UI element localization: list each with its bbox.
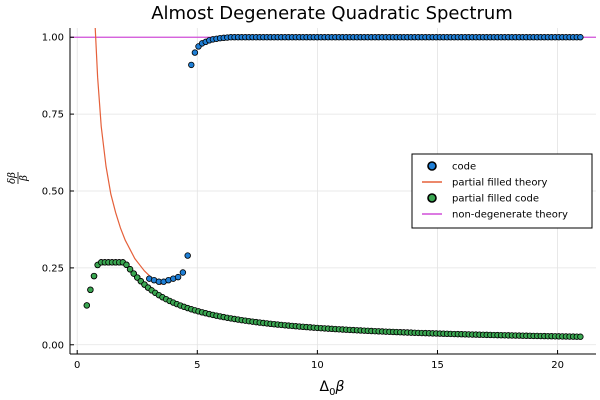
y-tick-label: 0.75 [42, 110, 64, 121]
x-tick-label: 5 [194, 360, 200, 371]
x-tick-label: 15 [431, 360, 444, 371]
legend-label: partial filled theory [452, 178, 548, 189]
x-axis-label-tail: β [335, 379, 345, 395]
legend-box [411, 153, 593, 229]
y-tick-label: 0.25 [42, 263, 64, 274]
y-tick-label: 1.00 [42, 33, 64, 44]
point-code [188, 61, 195, 69]
x-axis-label: Δ0β [320, 379, 345, 398]
legend-item: non-degenerate theory [422, 210, 568, 221]
y-axis-label-numerator: δβ [7, 172, 18, 184]
point-code [191, 49, 199, 56]
point-partial-filled-code [126, 266, 134, 273]
point-code [184, 252, 191, 259]
point-partial-filled-code [90, 272, 98, 280]
legend: code partial filled theory partial filled … [411, 153, 593, 229]
x-axis-label-main: Δ [320, 379, 330, 395]
x-tick-label: 10 [311, 360, 324, 371]
y-axis-label-denominator: β [19, 175, 30, 182]
point-code [577, 34, 584, 41]
legend-item: code [427, 161, 476, 173]
y-axis-label: δβ β [7, 172, 30, 184]
point-partial-filled-code [83, 302, 91, 309]
legend-item: partial filled theory [422, 178, 548, 189]
x-tick-label: 0 [74, 360, 80, 371]
legend-label: code [452, 162, 476, 173]
x-tick-label: 20 [551, 360, 564, 371]
legend-marker [427, 161, 437, 171]
y-tick-label: 0.00 [42, 340, 64, 351]
chart-title: Almost Degenerate Quadratic Spectrum [151, 3, 513, 24]
point-partial-filled-code [87, 286, 94, 294]
point-partial-filled-code [130, 270, 137, 277]
legend-item: partial filled code [427, 193, 539, 205]
point-partial-filled-code [577, 333, 584, 340]
x-axis-label-sub: 0 [329, 387, 335, 398]
series-layer [70, 28, 596, 340]
legend-label: non-degenerate theory [452, 210, 568, 221]
point-code [174, 273, 182, 281]
legend-marker [427, 193, 437, 203]
series-partial-filled-theory-line [94, 28, 162, 286]
y-tick-label: 0.50 [42, 187, 64, 198]
point-code [179, 269, 187, 276]
axes: 0 5 10 15 20 0.00 0.25 0.50 0.75 1.00 [42, 28, 596, 371]
point-partial-filled-code [123, 261, 130, 268]
legend-label: partial filled code [452, 194, 539, 205]
